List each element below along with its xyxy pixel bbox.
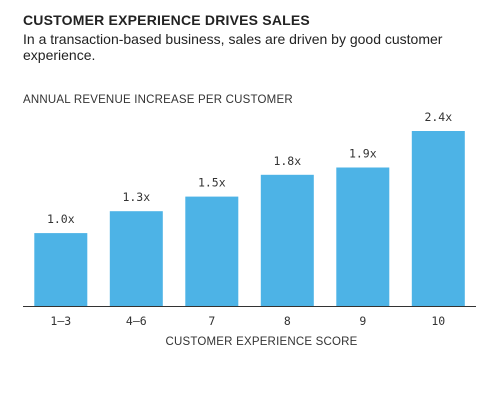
x-axis-title: CUSTOMER EXPERIENCE SCORE — [165, 336, 357, 348]
x-tick-label-2: 7 — [208, 314, 215, 328]
bar-value-label-2: 1.5x — [198, 176, 226, 190]
bar-value-label-1: 1.3x — [122, 190, 150, 204]
bar-1 — [109, 211, 163, 306]
x-tick-label-1: 4–6 — [126, 314, 147, 328]
bar-value-label-3: 1.8x — [273, 154, 301, 168]
x-tick-label-4: 9 — [359, 314, 366, 328]
chart-subtitle: In a transaction-based business, sales a… — [23, 31, 443, 63]
bar-0 — [34, 233, 88, 306]
x-tick-label-5: 10 — [431, 314, 445, 328]
x-tick-labels-group: 1–3 4–6 7 8 9 10 — [50, 314, 445, 328]
bar-value-label-4: 1.9x — [349, 147, 377, 161]
bar-3 — [260, 174, 314, 307]
bars-group — [34, 131, 465, 307]
bar-2 — [185, 196, 239, 306]
x-tick-label-3: 8 — [284, 314, 291, 328]
value-labels-group: 1.0x 1.3x 1.5x 1.8x 1.9x 2.4x — [47, 110, 452, 226]
bar-value-label-0: 1.0x — [47, 212, 75, 226]
bar-value-label-5: 2.4x — [424, 110, 452, 124]
y-axis-title: ANNUAL REVENUE INCREASE PER CUSTOMER — [23, 94, 293, 106]
chart-title: CUSTOMER EXPERIENCE DRIVES SALES — [23, 12, 310, 28]
bar-5 — [411, 131, 465, 306]
bar-4 — [336, 167, 390, 306]
x-tick-label-0: 1–3 — [50, 314, 71, 328]
